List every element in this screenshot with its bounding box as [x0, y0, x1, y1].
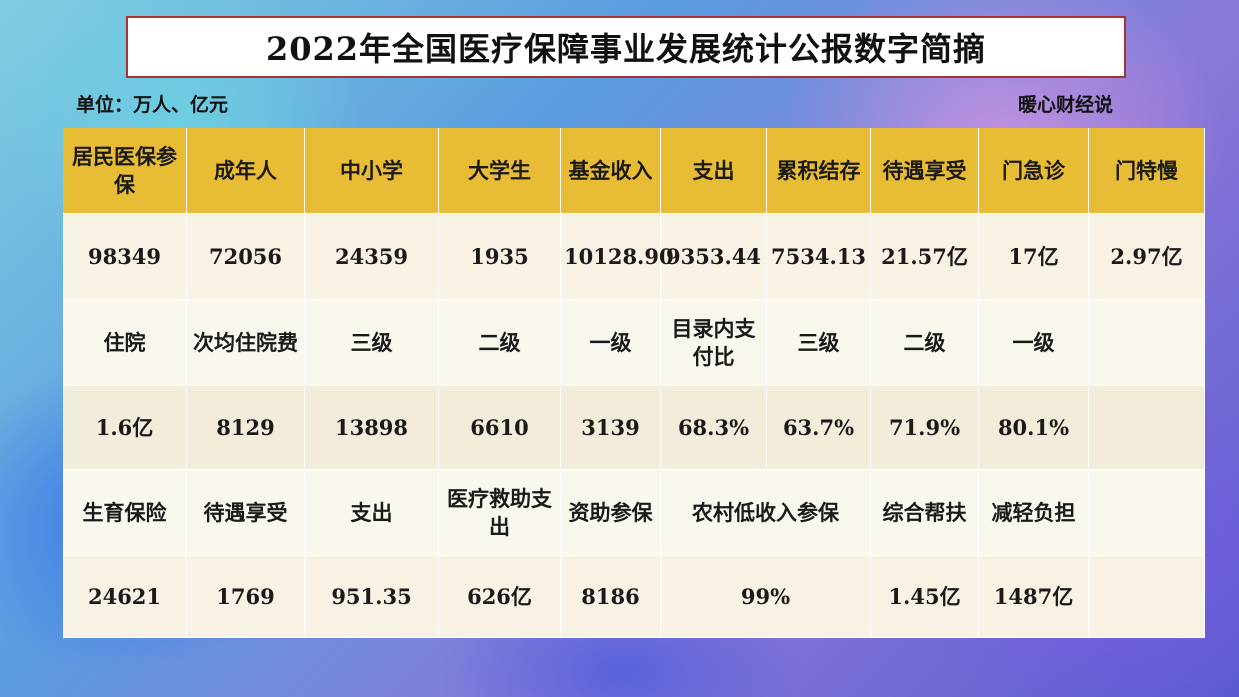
table-cell: [1089, 386, 1205, 470]
table-cell: 支出: [305, 470, 439, 556]
table-cell: 二级: [439, 300, 561, 386]
header-cell: 待遇享受: [871, 128, 979, 214]
table-cell: 72056: [187, 214, 305, 300]
table-cell: 9353.44: [661, 214, 767, 300]
table-row: 生育保险 待遇享受 支出 医疗救助支出 资助参保 农村低收入参保 综合帮扶 减轻…: [63, 470, 1205, 556]
table-cell: 24359: [305, 214, 439, 300]
header-cell: 大学生: [439, 128, 561, 214]
table-cell: 99%: [661, 556, 871, 638]
title-box: 2022年全国医疗保障事业发展统计公报数字简摘: [126, 16, 1126, 78]
unit-label: 单位：万人、亿元: [76, 94, 229, 116]
table-cell: 目录内支付比: [661, 300, 767, 386]
header-cell: 成年人: [187, 128, 305, 214]
table-cell: 三级: [767, 300, 871, 386]
table-cell: 农村低收入参保: [661, 470, 871, 556]
header-cell: 支出: [661, 128, 767, 214]
table-cell: 1.6亿: [63, 386, 187, 470]
table-cell: 1769: [187, 556, 305, 638]
table-cell: 17亿: [979, 214, 1089, 300]
table-cell: 一级: [979, 300, 1089, 386]
table-cell: 二级: [871, 300, 979, 386]
table-cell: 1.45亿: [871, 556, 979, 638]
table-cell: 一级: [561, 300, 661, 386]
header-cell: 累积结存: [767, 128, 871, 214]
table-cell: 24621: [63, 556, 187, 638]
table-cell: 综合帮扶: [871, 470, 979, 556]
table-cell: 三级: [305, 300, 439, 386]
table-cell: 98349: [63, 214, 187, 300]
table-cell: 1935: [439, 214, 561, 300]
table-cell: 80.1%: [979, 386, 1089, 470]
table-cell: 减轻负担: [979, 470, 1089, 556]
table-cell: 8186: [561, 556, 661, 638]
table-cell: 951.35: [305, 556, 439, 638]
table-cell: 1487亿: [979, 556, 1089, 638]
table-cell: 21.57亿: [871, 214, 979, 300]
table-cell: [1089, 470, 1205, 556]
table-cell: 8129: [187, 386, 305, 470]
table-cell: [1089, 556, 1205, 638]
stats-table: 居民医保参保 成年人 中小学 大学生 基金收入 支出 累积结存 待遇享受 门急诊…: [63, 128, 1205, 638]
table-row: 24621 1769 951.35 626亿 8186 99% 1.45亿 14…: [63, 556, 1205, 638]
source-label: 暖心财经说: [1018, 94, 1114, 116]
header-cell: 门急诊: [979, 128, 1089, 214]
table-row: 居民医保参保 成年人 中小学 大学生 基金收入 支出 累积结存 待遇享受 门急诊…: [63, 128, 1205, 214]
table-cell: 71.9%: [871, 386, 979, 470]
header-cell: 基金收入: [561, 128, 661, 214]
table-cell: 资助参保: [561, 470, 661, 556]
table-cell: 68.3%: [661, 386, 767, 470]
header-cell: 门特慢: [1089, 128, 1205, 214]
table-cell: 待遇享受: [187, 470, 305, 556]
table-cell: 2.97亿: [1089, 214, 1205, 300]
table-cell: 10128.90: [561, 214, 674, 300]
table-cell: 13898: [305, 386, 439, 470]
table-cell: 63.7%: [767, 386, 871, 470]
table-row: 1.6亿 8129 13898 6610 3139 68.3% 63.7% 71…: [63, 386, 1205, 470]
page-title: 2022年全国医疗保障事业发展统计公报数字简摘: [265, 30, 987, 68]
table-cell: 住院: [63, 300, 187, 386]
table-cell: 3139: [561, 386, 661, 470]
table-cell: 626亿: [439, 556, 561, 638]
table-cell: 6610: [439, 386, 561, 470]
table-row: 98349 72056 24359 1935 10128.90 9353.44 …: [63, 214, 1205, 300]
table-cell: 7534.13: [767, 214, 871, 300]
header-cell: 居民医保参保: [63, 128, 187, 214]
table-cell: [1089, 300, 1205, 386]
table-cell: 次均住院费: [187, 300, 305, 386]
table-cell: 生育保险: [63, 470, 187, 556]
table-cell: 医疗救助支出: [439, 470, 561, 556]
header-cell: 中小学: [305, 128, 439, 214]
table-row: 住院 次均住院费 三级 二级 一级 目录内支付比 三级 二级 一级: [63, 300, 1205, 386]
